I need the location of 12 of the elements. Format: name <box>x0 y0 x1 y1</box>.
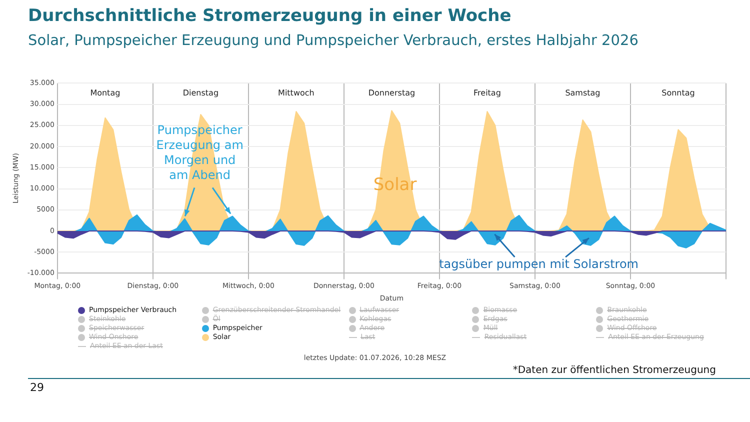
annotation: Dienstag <box>182 88 219 98</box>
annotation: Freitag <box>474 88 501 98</box>
chart-title: Durchschnittliche Stromerzeugung in einer Woche <box>28 6 512 26</box>
annotation: tagsüber pumpen mit Solarstrom <box>439 256 638 271</box>
annotation: Sonntag <box>662 88 695 98</box>
annotation: Mittwoch <box>278 88 314 98</box>
chart-subtitle: Solar, Pumpspeicher Erzeugung und Pumpspeicher Verbrauch, erstes Halbjahr 2026 <box>28 33 638 49</box>
annotation: Samstag <box>565 88 600 98</box>
annotation: Donnerstag <box>368 88 416 98</box>
annotation: Montag <box>90 88 120 98</box>
text: 29 <box>30 381 44 394</box>
text: *Daten zur öffentlichen Stromerzeugung <box>512 365 716 376</box>
